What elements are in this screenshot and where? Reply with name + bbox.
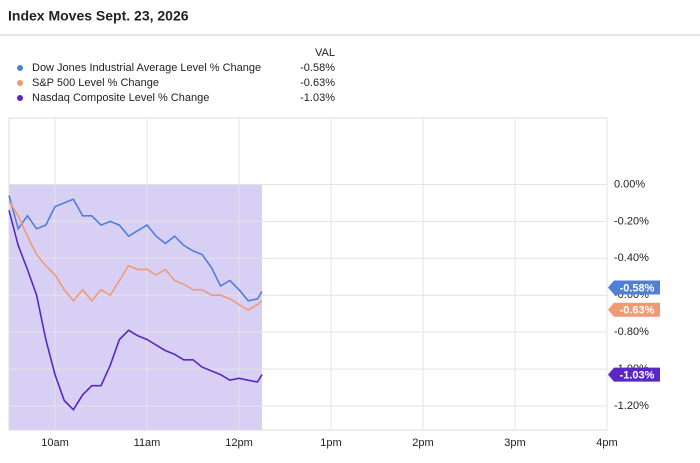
legend-label: Dow Jones Industrial Average Level % Cha… bbox=[32, 62, 261, 74]
legend-label: Nasdaq Composite Level % Change bbox=[32, 92, 209, 104]
value-flag bbox=[608, 367, 660, 382]
value-flag bbox=[608, 280, 660, 295]
x-tick-label: 2pm bbox=[412, 437, 433, 449]
x-tick-label: 11am bbox=[134, 437, 161, 449]
value-flag-label: -0.58% bbox=[620, 282, 655, 294]
legend-value: -0.63% bbox=[300, 77, 335, 89]
legend-header: VAL bbox=[315, 47, 335, 59]
series-line bbox=[8, 210, 263, 411]
value-flag-label: -0.63% bbox=[620, 305, 655, 317]
y-tick-label: -0.40% bbox=[614, 252, 649, 264]
legend-label: S&P 500 Level % Change bbox=[32, 77, 159, 89]
y-tick-label: -0.20% bbox=[614, 215, 649, 227]
series-line bbox=[8, 195, 263, 302]
legend-value: -0.58% bbox=[300, 62, 335, 74]
x-tick-label: 3pm bbox=[504, 437, 525, 449]
legend-marker bbox=[17, 80, 23, 86]
chart-title: Index Moves Sept. 23, 2026 bbox=[8, 8, 189, 24]
value-flag bbox=[608, 302, 660, 317]
x-tick-label: 12pm bbox=[225, 437, 253, 449]
y-tick-label: -0.80% bbox=[614, 326, 649, 338]
series-line bbox=[8, 200, 263, 311]
legend-value: -1.03% bbox=[300, 92, 335, 104]
y-tick-label: 0.00% bbox=[614, 178, 645, 190]
legend-marker bbox=[17, 65, 23, 71]
y-tick-label: -1.20% bbox=[614, 400, 649, 412]
x-tick-label: 4pm bbox=[596, 437, 617, 449]
x-tick-label: 10am bbox=[41, 437, 69, 449]
x-tick-label: 1pm bbox=[320, 437, 341, 449]
legend-marker bbox=[17, 95, 23, 101]
session-shade bbox=[9, 184, 262, 430]
value-flag-label: -1.03% bbox=[620, 370, 655, 382]
